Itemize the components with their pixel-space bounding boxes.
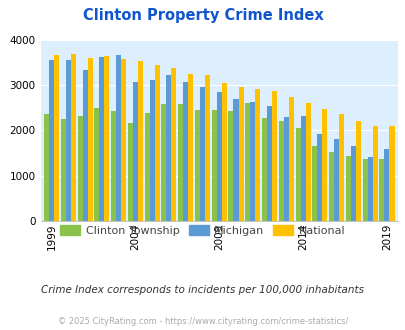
Bar: [194, 110, 199, 221]
Bar: [288, 97, 293, 221]
Bar: [379, 159, 384, 221]
Bar: [82, 70, 87, 221]
Bar: [317, 134, 322, 221]
Bar: [161, 104, 166, 221]
Bar: [144, 113, 149, 221]
Bar: [350, 146, 355, 221]
Bar: [300, 116, 305, 221]
Bar: [87, 58, 92, 221]
Bar: [221, 83, 226, 221]
Bar: [66, 59, 70, 221]
Bar: [104, 56, 109, 221]
Text: Crime Index corresponds to incidents per 100,000 inhabitants: Crime Index corresponds to incidents per…: [41, 285, 364, 295]
Bar: [384, 149, 388, 221]
Bar: [178, 104, 183, 221]
Bar: [238, 87, 243, 221]
Text: © 2025 CityRating.com - https://www.cityrating.com/crime-statistics/: © 2025 CityRating.com - https://www.city…: [58, 317, 347, 326]
Bar: [245, 103, 249, 221]
Bar: [188, 74, 193, 221]
Bar: [132, 82, 138, 221]
Bar: [249, 102, 255, 221]
Bar: [355, 121, 360, 221]
Bar: [171, 68, 176, 221]
Bar: [233, 99, 238, 221]
Bar: [362, 159, 367, 221]
Bar: [128, 123, 132, 221]
Bar: [271, 91, 277, 221]
Bar: [367, 157, 372, 221]
Bar: [372, 126, 377, 221]
Legend: Clinton Township, Michigan, National: Clinton Township, Michigan, National: [56, 221, 349, 240]
Bar: [44, 114, 49, 221]
Text: Clinton Property Crime Index: Clinton Property Crime Index: [83, 8, 322, 23]
Bar: [311, 146, 317, 221]
Bar: [261, 118, 266, 221]
Bar: [322, 109, 326, 221]
Bar: [183, 82, 188, 221]
Bar: [77, 116, 82, 221]
Bar: [216, 92, 221, 221]
Bar: [49, 59, 54, 221]
Bar: [255, 89, 260, 221]
Bar: [61, 119, 66, 221]
Bar: [305, 103, 310, 221]
Bar: [266, 106, 271, 221]
Bar: [121, 59, 126, 221]
Bar: [228, 111, 233, 221]
Bar: [149, 81, 154, 221]
Bar: [166, 76, 171, 221]
Bar: [70, 54, 76, 221]
Bar: [338, 114, 343, 221]
Bar: [138, 61, 143, 221]
Bar: [94, 108, 99, 221]
Bar: [328, 152, 333, 221]
Bar: [211, 110, 216, 221]
Bar: [205, 76, 209, 221]
Bar: [199, 87, 205, 221]
Bar: [388, 126, 394, 221]
Bar: [154, 65, 159, 221]
Bar: [99, 57, 104, 221]
Bar: [333, 139, 338, 221]
Bar: [295, 128, 300, 221]
Bar: [116, 55, 121, 221]
Bar: [345, 156, 350, 221]
Bar: [278, 121, 283, 221]
Bar: [283, 117, 288, 221]
Bar: [54, 55, 59, 221]
Bar: [111, 111, 116, 221]
